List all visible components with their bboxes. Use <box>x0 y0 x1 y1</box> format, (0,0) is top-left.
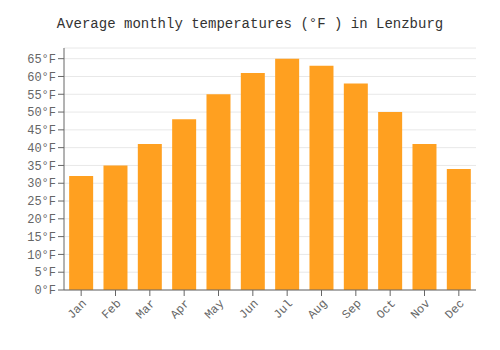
svg-text:60°F: 60°F <box>27 71 56 85</box>
svg-text:Jun: Jun <box>237 297 262 322</box>
svg-text:May: May <box>202 297 227 322</box>
svg-text:Mar: Mar <box>134 297 159 322</box>
svg-text:Dec: Dec <box>443 297 468 322</box>
svg-text:65°F: 65°F <box>27 53 56 67</box>
svg-text:50°F: 50°F <box>27 106 56 120</box>
svg-text:15°F: 15°F <box>27 231 56 245</box>
svg-text:Feb: Feb <box>99 297 124 322</box>
svg-text:Aug: Aug <box>305 297 330 322</box>
svg-text:Jan: Jan <box>65 297 90 322</box>
svg-text:Sep: Sep <box>340 297 365 322</box>
svg-text:20°F: 20°F <box>27 213 56 227</box>
svg-text:30°F: 30°F <box>27 177 56 191</box>
html-text:Average monthly temperatures (: Average monthly temperatures (°F ) in Le… <box>56 16 444 32</box>
svg-text:Oct: Oct <box>374 297 399 322</box>
svg-text:55°F: 55°F <box>27 89 56 103</box>
svg-text:Jul: Jul <box>271 297 296 322</box>
svg-text:45°F: 45°F <box>27 124 56 138</box>
svg-text:40°F: 40°F <box>27 142 56 156</box>
svg-text:25°F: 25°F <box>27 195 56 209</box>
svg-text:10°F: 10°F <box>27 249 56 263</box>
svg-text:Apr: Apr <box>168 297 193 322</box>
svg-text:5°F: 5°F <box>34 266 56 280</box>
svg-text:Nov: Nov <box>408 297 433 322</box>
svg-text:0°F: 0°F <box>34 284 56 298</box>
svg-text:35°F: 35°F <box>27 160 56 174</box>
